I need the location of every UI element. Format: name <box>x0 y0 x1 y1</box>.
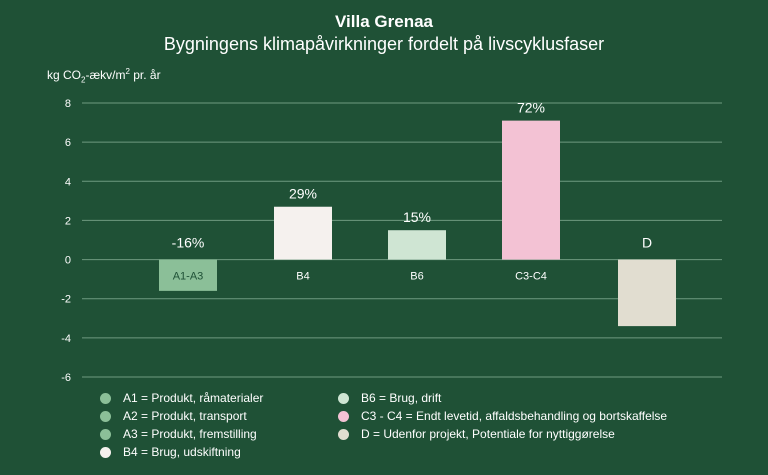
y-tick-label: 8 <box>65 98 71 110</box>
y-tick-label: 0 <box>65 255 71 267</box>
legend-swatch <box>338 428 349 440</box>
legend-item: C3 - C4 = Endt levetid, affaldsbehandlin… <box>338 408 667 424</box>
legend-label: A1 = Produkt, råmaterialer <box>123 391 264 405</box>
bar-value-label: D <box>642 235 652 251</box>
chart-subtitle: Bygningens klimapåvirkninger fordelt på … <box>163 34 605 54</box>
bar-chart: 8 6 4 2 0 -2 -4 -6 -16% A1-A3 29% B4 15% B6 72% C3-C4 D <box>61 98 722 384</box>
y-tick-label: -6 <box>61 372 71 384</box>
category-label: B4 <box>296 271 309 283</box>
legend-item: A3 = Produkt, fremstilling <box>100 426 257 442</box>
bar-c3-c4 <box>502 120 560 260</box>
legend-swatch <box>338 410 349 422</box>
legend-item: A1 = Produkt, råmaterialer <box>100 390 263 406</box>
legend-swatch <box>100 428 111 440</box>
legend-label: B4 = Brug, udskiftning <box>123 445 241 459</box>
bar-a1-a3 <box>159 259 217 291</box>
category-label: A1-A3 <box>173 271 204 283</box>
legend-label: C3 - C4 = Endt levetid, affaldsbehandlin… <box>361 409 668 423</box>
legend-item: B4 = Brug, udskiftning <box>100 444 241 460</box>
bar-value-label: 29% <box>289 186 317 202</box>
legend-item: B6 = Brug, drift <box>338 390 441 406</box>
bar-b4 <box>274 206 332 260</box>
legend-swatch <box>100 446 111 458</box>
legend-swatch <box>100 392 111 404</box>
legend-label: A3 = Produkt, fremstilling <box>123 427 257 441</box>
bar-b6 <box>388 230 446 260</box>
legend-item: A2 = Produkt, transport <box>100 408 247 424</box>
legend-swatch <box>100 410 111 422</box>
y-tick-label: -2 <box>61 294 71 306</box>
bar-value-label: -16% <box>172 235 205 251</box>
category-label: B6 <box>410 271 423 283</box>
legend-label: A2 = Produkt, transport <box>123 409 247 423</box>
chart-title: Villa Grenaa <box>335 12 433 31</box>
y-axis-unit-label: kg CO2-ækv/m2 pr. år <box>47 67 161 85</box>
y-tick-label: 4 <box>65 176 71 188</box>
y-tick-label: 2 <box>65 215 71 227</box>
legend-label: B6 = Brug, drift <box>361 391 442 405</box>
bar-value-label: 15% <box>403 209 431 225</box>
category-label: C3-C4 <box>515 271 547 283</box>
legend: A1 = Produkt, råmaterialer A2 = Produkt, … <box>100 390 740 470</box>
bar-d <box>618 259 676 327</box>
bar-value-label: 72% <box>517 100 545 116</box>
legend-swatch <box>338 392 349 404</box>
y-tick-label: 6 <box>65 137 71 149</box>
legend-label: D = Udenfor projekt, Potentiale for nytt… <box>361 427 615 441</box>
legend-item: D = Udenfor projekt, Potentiale for nytt… <box>338 426 615 442</box>
y-tick-label: -4 <box>61 333 71 345</box>
